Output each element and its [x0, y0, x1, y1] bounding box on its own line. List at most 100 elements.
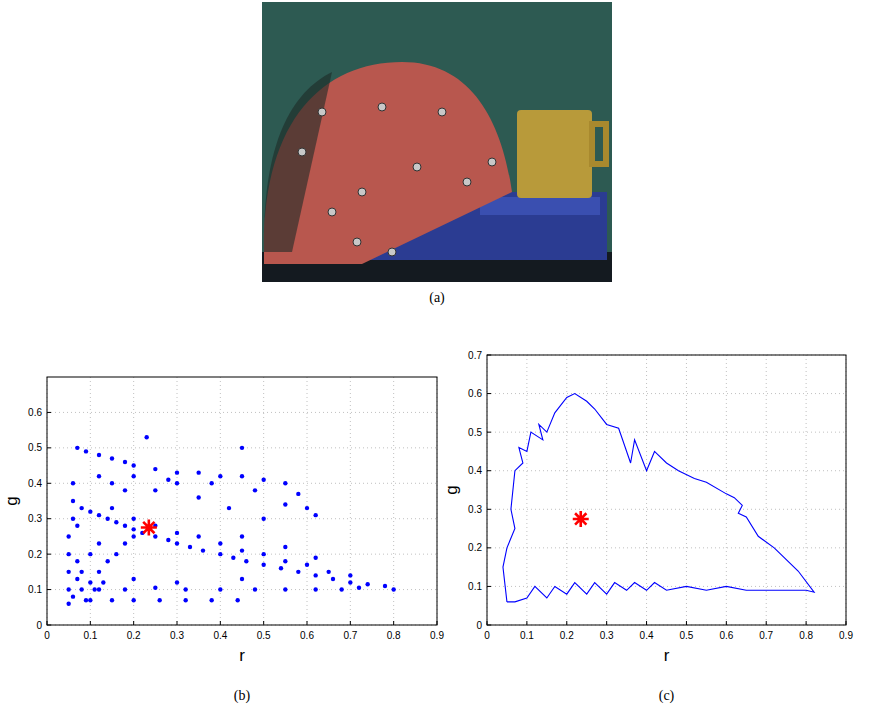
scatter-point	[175, 531, 179, 535]
tick-label: 0.7	[343, 630, 357, 641]
tick-label: 0.2	[468, 542, 482, 553]
scatter-point	[84, 449, 88, 453]
tick-label: 0.7	[468, 350, 482, 361]
scatter-point	[66, 552, 70, 556]
scatter-point	[144, 435, 148, 439]
scatter-point	[383, 584, 387, 588]
tick-label: 0	[476, 620, 482, 631]
tick-label: 0.3	[468, 504, 482, 515]
tick-mark	[47, 447, 51, 448]
grid-line	[646, 355, 647, 625]
tick-label: 0.7	[759, 630, 773, 641]
grid-line	[47, 554, 437, 555]
tick-label: 0.9	[430, 630, 444, 641]
grid-line	[487, 547, 846, 548]
scatter-point	[131, 598, 135, 602]
plot-frame	[487, 355, 846, 625]
photo-mug	[517, 110, 592, 198]
scatter-point	[79, 506, 83, 510]
scatter-point	[123, 460, 127, 464]
scatter-point	[261, 478, 265, 482]
photo-shadow	[264, 72, 332, 252]
tick-label: 0.1	[28, 584, 42, 595]
scatter-point	[97, 541, 101, 545]
scatter-point	[253, 587, 257, 591]
scatter-point	[66, 534, 70, 538]
photo-rivet	[298, 148, 306, 156]
tick-label: 0.6	[468, 388, 482, 399]
scatter-point	[97, 587, 101, 591]
tick-mark	[47, 518, 51, 519]
panel-caption: (a)	[429, 290, 445, 306]
tick-label: 0.3	[170, 630, 184, 641]
scatter-point	[209, 481, 213, 485]
scatter-point	[66, 587, 70, 591]
grid-line	[806, 355, 807, 625]
scatter-point	[175, 481, 179, 485]
photo-rivet	[463, 178, 471, 186]
scatter-point	[84, 598, 88, 602]
scatter-point	[218, 474, 222, 478]
panel-caption: (b)	[234, 688, 251, 704]
tick-label: 0.5	[257, 630, 271, 641]
scatter-point	[131, 463, 135, 467]
scatter-point	[261, 517, 265, 521]
marks	[66, 435, 395, 606]
scatter-point	[88, 598, 92, 602]
scatter-point	[348, 580, 352, 584]
scatter-point	[123, 587, 127, 591]
scatter-point	[175, 580, 179, 584]
tick-mark	[47, 412, 51, 413]
scatter-point	[71, 594, 75, 598]
scatter-point	[123, 488, 127, 492]
scatter-point	[313, 555, 317, 559]
scatter-point	[283, 502, 287, 506]
panel-caption: (c)	[659, 688, 675, 704]
photo-rivet	[353, 238, 361, 246]
scatter-point	[110, 456, 114, 460]
photo-box-lid	[480, 197, 600, 215]
scatter-point	[196, 534, 200, 538]
axis-title: r	[239, 646, 245, 665]
tick-mark	[350, 621, 351, 625]
tick-mark	[47, 483, 51, 484]
photo-rivet	[388, 248, 396, 256]
photo-rivet	[438, 108, 446, 116]
photo-rivet	[328, 208, 336, 216]
scatter-point	[326, 570, 330, 574]
tick-label: 0.2	[127, 630, 141, 641]
scatter-point	[283, 587, 287, 591]
scatter-point	[283, 545, 287, 549]
grid-line	[526, 355, 527, 625]
scatter-point	[283, 481, 287, 485]
scatter-point	[279, 566, 283, 570]
grid-line	[566, 355, 567, 625]
tick-label: 0	[44, 630, 50, 641]
tick-mark	[606, 621, 607, 625]
scatter-point	[244, 559, 248, 563]
grid-line	[47, 412, 437, 413]
scatter-point	[105, 559, 109, 563]
scatter-point	[114, 552, 118, 556]
scatter-point	[331, 577, 335, 581]
tick-mark	[487, 509, 491, 510]
tick-mark	[263, 621, 264, 625]
tick-label: 0	[484, 630, 490, 641]
scatter-point	[131, 527, 135, 531]
tick-label: 0.3	[28, 513, 42, 524]
scatter-point	[97, 570, 101, 574]
grid-line	[686, 355, 687, 625]
grid-line	[90, 377, 91, 625]
photo-helmet	[264, 62, 512, 264]
plot-frame	[47, 377, 437, 625]
tick-mark	[47, 589, 51, 590]
scatter-point	[296, 570, 300, 574]
tick-label: 0.4	[28, 478, 42, 489]
tick-mark	[646, 621, 647, 625]
tick-label: 0.9	[839, 630, 853, 641]
scatter-point	[218, 587, 222, 591]
grid-line	[133, 377, 134, 625]
scatter-point	[79, 570, 83, 574]
scatter-point	[75, 577, 79, 581]
scatter-point	[105, 517, 109, 521]
